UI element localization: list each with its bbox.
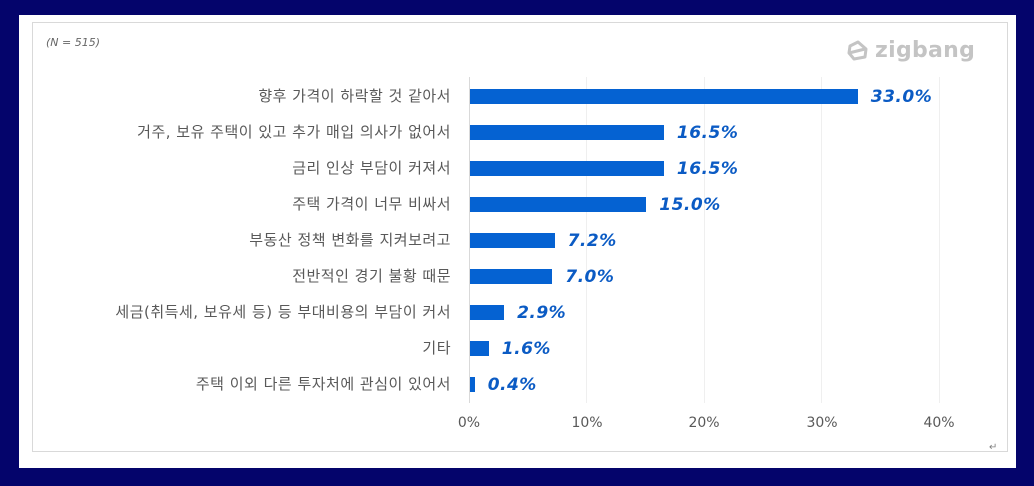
gridline-10 bbox=[586, 77, 587, 403]
category-label: 전반적인 경기 불황 때문 bbox=[292, 267, 451, 285]
x-tick-label: 40% bbox=[923, 415, 955, 431]
value-label: 7.2% bbox=[567, 231, 617, 251]
value-label: 16.5% bbox=[676, 159, 739, 179]
bar bbox=[470, 377, 475, 392]
x-tick-label: 30% bbox=[806, 415, 838, 431]
bar bbox=[470, 269, 553, 284]
paragraph-return-mark: ↵ bbox=[989, 442, 998, 453]
category-label: 주택 이외 다른 투자처에 관심이 있어서 bbox=[195, 375, 451, 393]
gridline-40 bbox=[939, 77, 940, 403]
value-label: 2.9% bbox=[517, 303, 567, 323]
category-label: 금리 인상 부담이 커져서 bbox=[292, 159, 451, 177]
sample-size-note: (N = 515) bbox=[46, 36, 101, 49]
bar bbox=[470, 161, 664, 176]
category-label: 주택 가격이 너무 비싸서 bbox=[292, 195, 451, 213]
bar bbox=[470, 341, 489, 356]
bar bbox=[470, 233, 555, 248]
value-label: 1.6% bbox=[501, 339, 551, 359]
category-label: 부동산 정책 변화를 지켜보려고 bbox=[249, 231, 451, 249]
category-label: 거주, 보유 주택이 있고 추가 매입 의사가 없어서 bbox=[137, 123, 451, 141]
bar bbox=[470, 305, 505, 320]
category-label: 기타 bbox=[422, 339, 451, 357]
category-label: 향후 가격이 하락할 것 같아서 bbox=[258, 87, 451, 105]
zigbang-logo-text: zigbang bbox=[875, 38, 976, 63]
bar bbox=[470, 89, 858, 104]
gridline-30 bbox=[821, 77, 822, 403]
value-label: 15.0% bbox=[659, 195, 721, 215]
zigbang-logo: zigbang bbox=[846, 38, 975, 63]
y-axis-line bbox=[469, 77, 470, 403]
value-label: 16.5% bbox=[676, 123, 739, 143]
gridline-20 bbox=[704, 77, 705, 403]
x-tick-label: 10% bbox=[571, 415, 603, 431]
x-tick-label: 0% bbox=[457, 415, 481, 431]
value-label: 33.0% bbox=[870, 87, 933, 107]
x-tick-label: 20% bbox=[688, 415, 720, 431]
category-label: 세금(취득세, 보유세 등) 등 부대비용의 부담이 커서 bbox=[115, 303, 451, 321]
bar bbox=[470, 125, 664, 140]
value-label: 0.4% bbox=[487, 375, 537, 395]
value-label: 7.0% bbox=[565, 267, 615, 287]
zigbang-logo-icon bbox=[847, 40, 868, 60]
bar bbox=[470, 197, 647, 212]
